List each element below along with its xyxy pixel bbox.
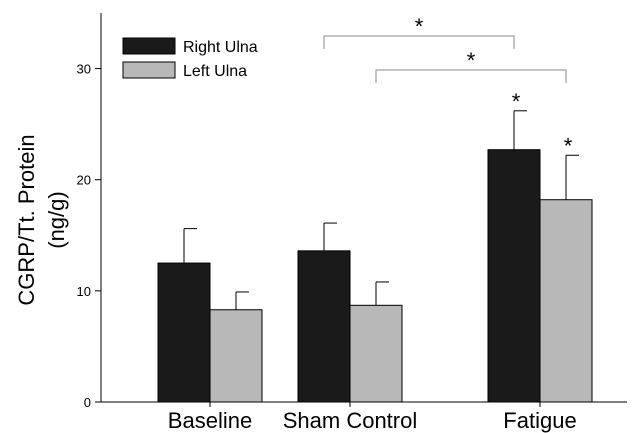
x-tick-label: Sham Control — [283, 408, 418, 433]
legend-label: Left Ulna — [183, 63, 247, 80]
bar — [297, 250, 351, 403]
legend: Right Ulna Left Ulna — [122, 37, 258, 80]
bar — [157, 262, 211, 403]
significance-bracket-label: * — [467, 48, 476, 73]
bar — [349, 304, 403, 403]
significance-annotations: * * * * — [323, 14, 573, 158]
y-tick-label: 20 — [77, 173, 91, 188]
significance-bracket — [323, 35, 515, 49]
y-axis-title-line: CGRP/Tt. Protein — [14, 134, 39, 305]
y-tick-label: 10 — [77, 284, 91, 299]
error-bars — [183, 110, 579, 310]
bar — [209, 309, 263, 403]
legend-label: Right Ulna — [183, 39, 258, 56]
y-tick-label: 30 — [77, 62, 91, 77]
significance-bracket-label: * — [415, 14, 424, 39]
legend-swatch — [122, 37, 176, 55]
bar — [539, 199, 593, 403]
significance-marker: * — [512, 89, 521, 114]
legend-swatch — [122, 61, 176, 79]
y-axis-title: CGRP/Tt. Protein (ng/g) — [14, 134, 69, 305]
significance-bracket — [375, 69, 567, 83]
bar — [487, 149, 541, 403]
axes: 0 10 20 30 Baseline Sham Control Fatigue — [77, 13, 627, 433]
y-axis-title-line: (ng/g) — [44, 191, 69, 248]
x-tick-label: Fatigue — [503, 408, 576, 433]
y-tick-label: 0 — [84, 395, 91, 410]
bars — [157, 149, 593, 403]
significance-marker: * — [564, 133, 573, 158]
x-tick-label: Baseline — [168, 408, 252, 433]
